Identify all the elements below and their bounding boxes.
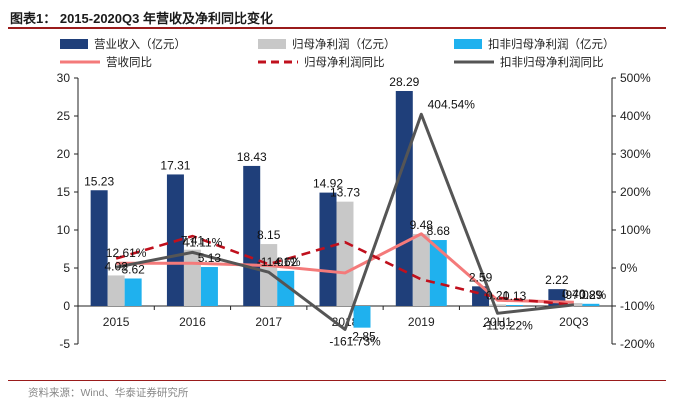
left-tick-label: -5 [59,337,70,351]
data-label-扣非归母净利润同比: -119.22% [482,318,533,332]
data-label-归母净利润（亿元）: 9.48 [410,218,434,232]
data-label-营业收入（亿元）: 2.22 [545,273,569,287]
left-tick-label: 15 [57,185,71,199]
legend-swatch [258,39,286,49]
data-label-营业收入（亿元）: 14.92 [313,177,343,191]
left-tick-label: 30 [57,71,71,85]
source-divider [8,380,666,381]
right-tick-label: 200% [620,185,651,199]
bar-营业收入（亿元）-2018 [319,192,337,306]
data-label-扣非归母净利润同比: -161.73% [329,334,381,348]
data-label-扣非归母净利润同比: 404.54% [428,97,476,111]
legend-label: 归母净利润同比 [304,55,385,69]
right-tick-label: 400% [620,109,651,123]
bar-扣非归母净利润（亿元）-2019 [429,240,447,306]
bar-归母净利润（亿元）-20H1 [489,304,507,306]
right-tick-label: -100% [620,299,655,313]
data-label-归母净利润（亿元）: 8.15 [257,228,281,242]
data-label-归母净利润（亿元）: 0.40 [562,287,586,301]
bar-扣非归母净利润（亿元）-20H1 [506,305,524,306]
title-divider [8,27,666,29]
data-label-扣非归母净利润（亿元）: 3.62 [121,262,145,276]
legend-label: 营收同比 [106,55,152,69]
data-label-营业收入（亿元）: 17.31 [160,158,190,172]
legend-swatch [454,39,482,49]
data-label-扣非归母净利润同比: 41.11% [183,235,223,249]
bar-归母净利润（亿元）-2019 [412,233,430,306]
bar-营业收入（亿元）-2019 [395,90,413,306]
figure-title: 图表1： 2015-2020Q3 年营收及净利同比变化 [10,11,273,26]
left-tick-label: 20 [57,147,71,161]
category-label: 2019 [408,315,435,329]
category-label: 2015 [103,315,130,329]
bar-扣非归母净利润（亿元）-2016 [200,267,218,306]
data-label-营收同比: 12.61% [106,246,147,260]
data-label-营业收入（亿元）: 18.43 [237,150,267,164]
legend-item-营收同比: 营收同比 [60,55,152,69]
bar-扣非归母净利润（亿元）-2015 [124,278,142,306]
data-label-扣非归母净利润（亿元）: -2.85 [348,330,376,344]
figure-source: 资料来源：Wind、华泰证券研究所 [28,387,189,399]
data-label-营业收入（亿元）: 2.59 [469,270,493,284]
left-tick-label: 25 [57,109,71,123]
right-tick-label: 0% [620,261,638,275]
category-label: 20H1 [483,315,512,329]
bar-营业收入（亿元）-2017 [243,165,261,306]
line-归母净利润同比 [115,234,574,307]
right-tick-label: 100% [620,223,651,237]
data-label-归母净利润（亿元）: 4.02 [104,259,128,273]
bar-扣非归母净利润（亿元）-20Q3 [582,303,600,306]
chart-axes: -5 0 5 10 15 20 25 30 -200% -100% 0% 100% 200% 300% 40… [57,71,655,351]
line-扣非归母净利润同比 [115,112,575,331]
data-label-营业收入（亿元）: 28.29 [389,75,419,89]
bar-归母净利润（亿元）-2017 [260,244,278,306]
line-营收同比 [116,232,574,304]
right-tick-label: 500% [620,71,651,85]
data-label-归母净利润（亿元）: 7.41 [181,234,205,248]
bar-扣非归母净利润（亿元）-2017 [277,270,295,306]
data-label-营业收入（亿元）: 15.23 [84,174,114,188]
legend-label: 扣非归母净利润（亿元） [488,37,615,51]
right-tick-label: -200% [620,337,655,351]
data-label-扣非归母净利润（亿元）: 8.68 [427,224,451,238]
data-label-扣非归母净利润（亿元）: 0.29 [579,288,603,302]
legend-item-归母净利润同比: 归母净利润同比 [258,55,385,69]
legend-item-归母净利润（亿元）: 归母净利润（亿元） [258,37,396,51]
chart-lines [115,112,575,331]
legend-item-扣非归母净利润同比: 扣非归母净利润同比 [454,55,604,69]
chart-legend: 营业收入（亿元） 归母净利润（亿元） 扣非归母净利润（亿元） 营收同比 归母净利润同比 扣… [60,37,615,69]
legend-item-营业收入（亿元）: 营业收入（亿元） [60,37,186,51]
right-tick-label: 300% [620,147,651,161]
bar-营业收入（亿元）-2015 [90,190,108,306]
legend-label: 扣非归母净利润同比 [500,55,604,69]
left-tick-label: 0 [63,299,70,313]
data-label-归母净利润（亿元）: 13.73 [330,186,360,200]
category-label: 20Q3 [559,315,589,329]
legend-swatch [60,39,88,49]
data-label-扣非归母净利润（亿元）: 4.62 [274,255,298,269]
left-tick-label: 5 [63,261,70,275]
left-tick-label: 10 [57,223,71,237]
legend-label: 归母净利润（亿元） [292,37,396,51]
data-label-扣非归母净利润同比: -11.01% [257,255,301,269]
category-label: 2016 [179,315,206,329]
legend-label: 营业收入（亿元） [94,37,186,51]
bar-归母净利润（亿元）-2015 [107,275,125,306]
bar-扣非归母净利润（亿元）-2018 [353,306,371,328]
legend-item-扣非归母净利润（亿元）: 扣非归母净利润（亿元） [454,37,615,51]
data-label-扣非归母净利润（亿元）: 5.13 [198,251,222,265]
data-label-扣非归母净利润（亿元）: 0.13 [503,289,527,303]
data-label-扣非归母净利润同比: -97.08% [562,288,607,302]
category-label: 2017 [255,315,282,329]
bar-归母净利润（亿元）-2018 [336,201,354,306]
chart-data-labels: 15.23 17.31 18.43 14.92 28.29 2.59 2.22 4.02 7.4… [84,75,606,348]
data-label-归母净利润（亿元）: 0.21 [486,288,510,302]
